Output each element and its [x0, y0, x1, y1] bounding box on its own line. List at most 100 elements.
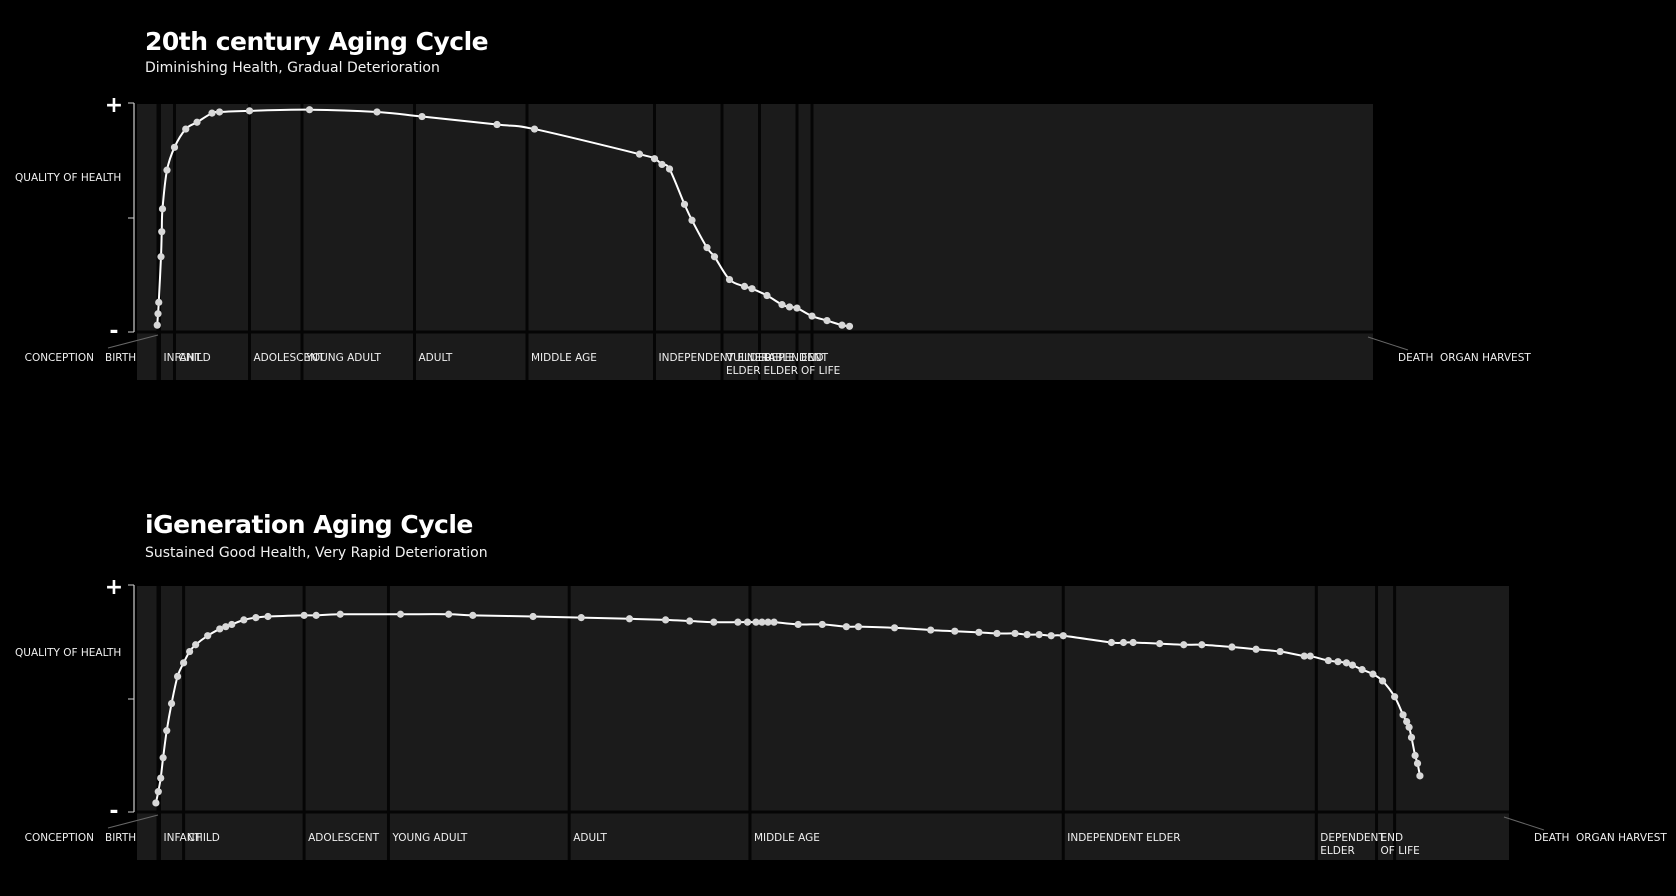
- data-point: [1059, 632, 1067, 640]
- data-point: [1107, 638, 1116, 647]
- death-label: DEATH: [1534, 832, 1569, 844]
- data-point: [793, 304, 801, 312]
- data-point: [845, 322, 854, 330]
- data-point: [785, 303, 794, 311]
- y-axis-max-label: +: [105, 93, 123, 118]
- data-point: [157, 774, 165, 782]
- organ-harvest-label: ORGAN HARVEST: [1440, 352, 1531, 364]
- y-axis-label: QUALITY OF HEALTH: [15, 647, 121, 659]
- data-point: [740, 282, 749, 290]
- data-point: [1306, 652, 1314, 660]
- data-point: [1129, 638, 1137, 647]
- data-point: [748, 285, 756, 293]
- data-point: [1276, 647, 1284, 656]
- stage-label: INDEPENDENT ELDER: [1067, 832, 1180, 844]
- data-point: [336, 610, 344, 618]
- birth-leader-line: [107, 334, 159, 349]
- data-point: [1369, 670, 1377, 678]
- data-point: [155, 298, 163, 306]
- data-point: [680, 200, 689, 208]
- birth-leader-line: [107, 814, 159, 829]
- data-point: [152, 799, 160, 807]
- stage-label: INFANT: [164, 832, 202, 844]
- data-point: [743, 618, 752, 626]
- data-point: [993, 629, 1001, 638]
- data-point: [300, 611, 308, 619]
- data-point: [625, 615, 634, 623]
- data-point: [662, 616, 670, 624]
- data-point: [1405, 723, 1413, 731]
- stage-label: CHILD: [188, 832, 220, 844]
- stage-label: INDEPENDENT ELDER: [659, 352, 772, 364]
- birth-label: BIRTH: [105, 352, 136, 364]
- data-point: [1180, 641, 1188, 649]
- data-point: [1399, 711, 1407, 719]
- data-point: [215, 108, 224, 116]
- data-point: [530, 125, 539, 133]
- stage-label: END: [1381, 832, 1404, 844]
- data-point: [216, 625, 224, 633]
- data-point: [927, 626, 935, 634]
- stage-label: ADULT: [573, 832, 607, 844]
- data-point: [854, 623, 863, 631]
- stage-label-line2: OF LIFE: [1381, 845, 1420, 857]
- data-point: [192, 641, 200, 649]
- stage-label: DEPENDENT: [764, 352, 829, 364]
- data-point: [158, 205, 167, 213]
- data-point: [1407, 733, 1416, 742]
- data-point: [167, 699, 176, 708]
- data-point: [158, 228, 166, 236]
- data-point: [665, 165, 674, 173]
- stage-label: ADOLESCENT: [254, 352, 326, 364]
- data-point: [373, 108, 381, 116]
- data-point: [808, 312, 816, 320]
- organ-harvest-label: ORGAN HARVEST: [1576, 832, 1667, 844]
- data-point: [770, 618, 778, 626]
- data-point: [1011, 629, 1019, 638]
- data-point: [703, 244, 711, 252]
- stage-label: YOUNG ADULT: [391, 832, 467, 844]
- data-point: [658, 160, 666, 169]
- chart-panel: [137, 586, 1509, 860]
- data-point: [577, 614, 585, 622]
- data-point: [1403, 718, 1411, 726]
- data-point: [1324, 656, 1332, 665]
- data-point: [1252, 645, 1260, 653]
- data-point: [1228, 643, 1236, 651]
- data-point: [1391, 693, 1399, 701]
- data-point: [396, 610, 405, 618]
- data-point: [764, 618, 772, 626]
- data-point: [204, 632, 212, 640]
- data-point: [752, 618, 760, 626]
- data-point: [794, 620, 802, 629]
- data-point: [710, 253, 719, 261]
- data-point: [529, 612, 537, 621]
- y-axis-min-label: -: [109, 799, 118, 824]
- data-point: [842, 623, 850, 631]
- death-leader-line: [1503, 816, 1545, 831]
- data-point: [823, 317, 831, 325]
- data-point: [1023, 630, 1031, 639]
- stage-label: MIDDLE AGE: [531, 352, 597, 364]
- death-label: DEATH: [1398, 352, 1433, 364]
- data-point: [493, 120, 501, 129]
- data-point: [688, 216, 696, 224]
- stage-label-line2: ELDER: [1320, 845, 1355, 857]
- data-point: [153, 321, 161, 329]
- data-point: [1300, 652, 1308, 660]
- data-point: [635, 150, 644, 158]
- data-point: [1411, 751, 1419, 760]
- data-point: [951, 627, 959, 635]
- data-point: [686, 617, 694, 625]
- chart-igeneration: iGeneration Aging Cycle Sustained Good H…: [0, 490, 1676, 890]
- data-point: [312, 611, 320, 619]
- data-point: [778, 301, 786, 309]
- data-point: [222, 623, 230, 631]
- data-point: [1156, 640, 1164, 648]
- birth-label: BIRTH: [105, 832, 136, 844]
- data-point: [1378, 677, 1387, 685]
- data-point: [154, 310, 162, 318]
- data-point: [228, 620, 236, 629]
- data-point: [163, 727, 171, 735]
